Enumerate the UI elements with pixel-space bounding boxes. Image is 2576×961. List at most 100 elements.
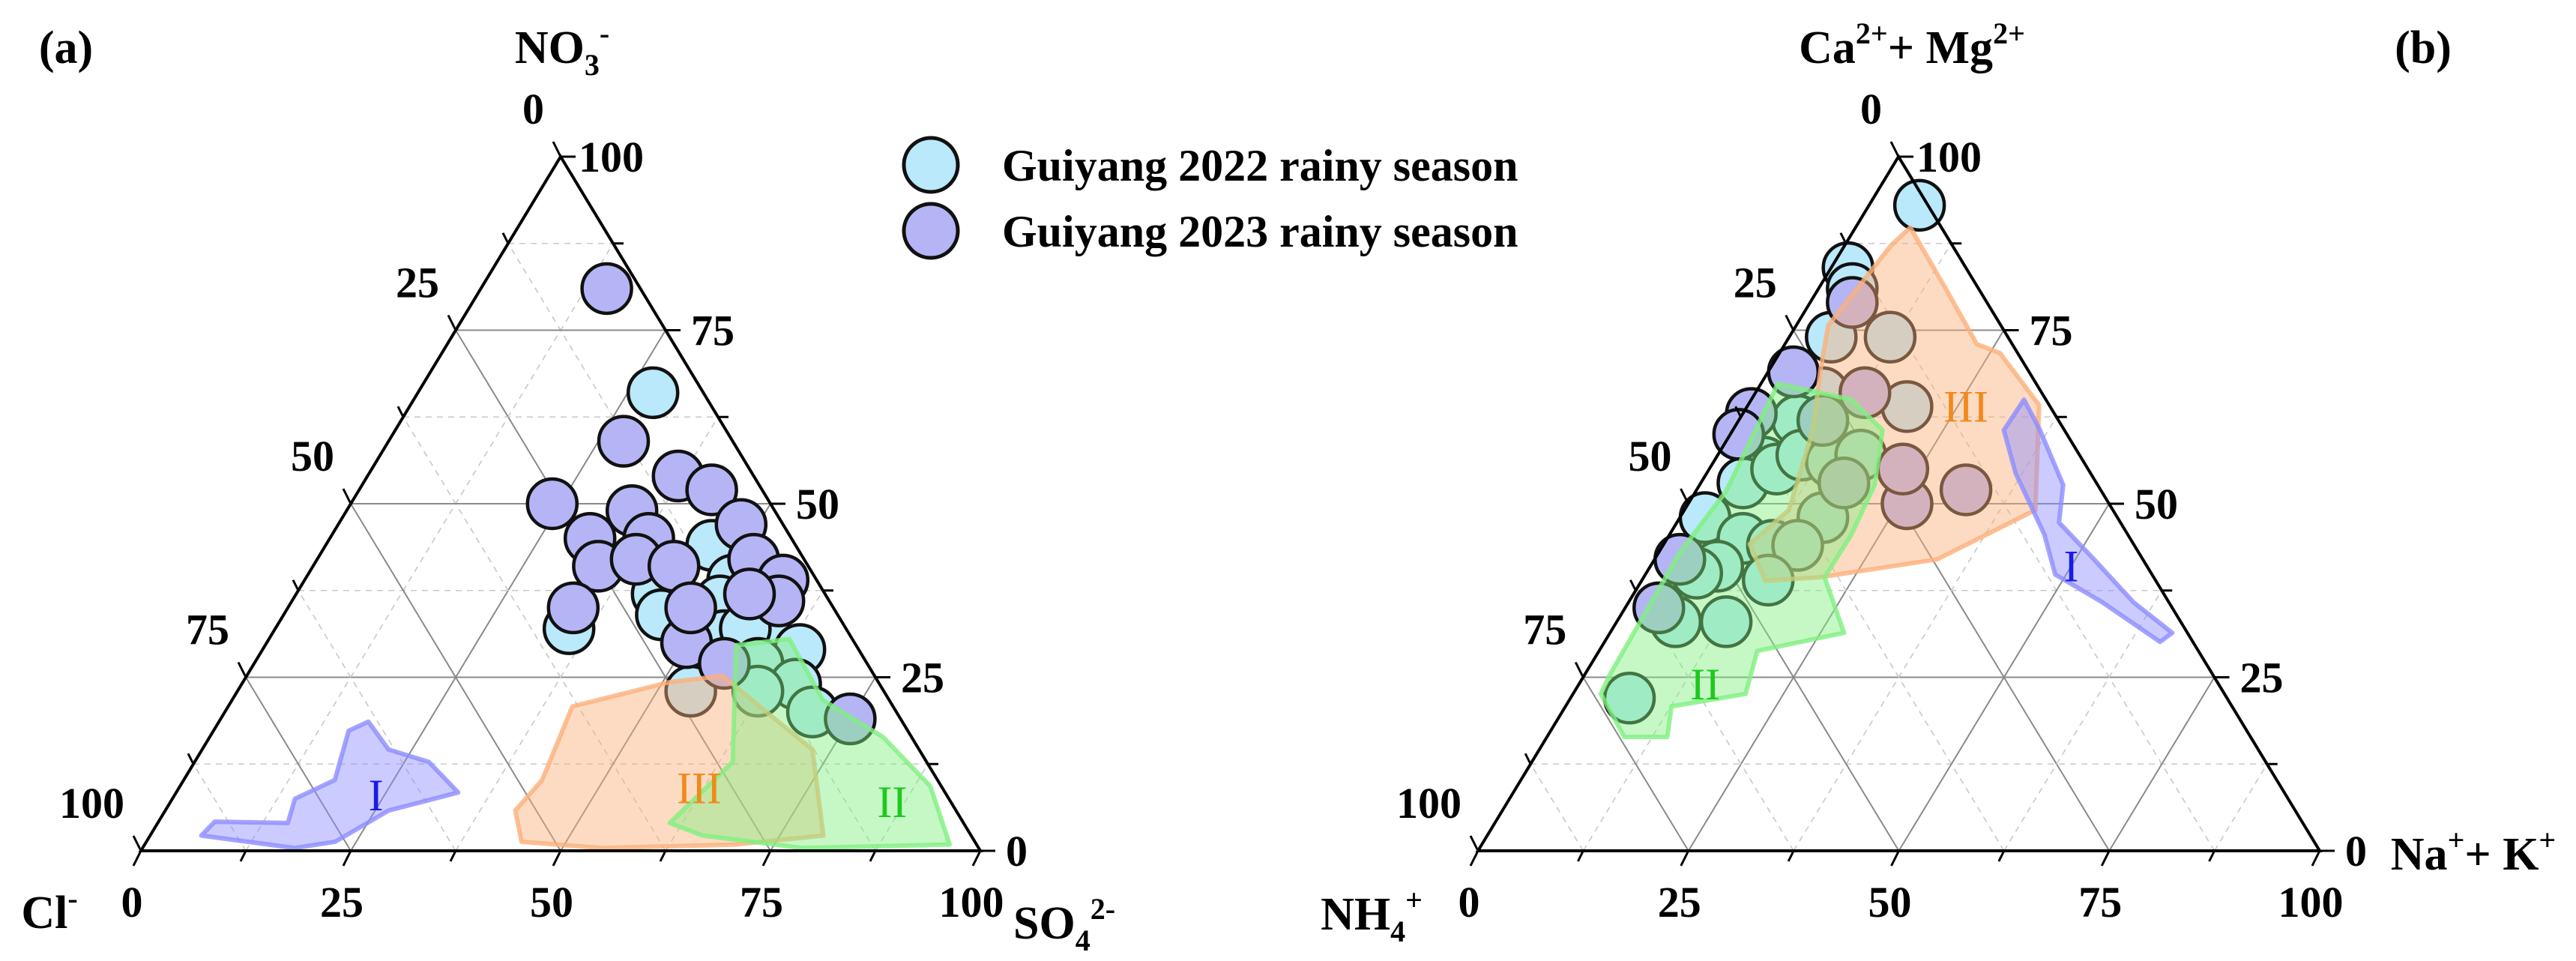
tick-label-top-axis: 75 <box>2030 307 2073 355</box>
data-point <box>597 415 651 468</box>
tick <box>501 232 510 244</box>
tick <box>1997 850 2006 862</box>
tick-label-left-axis: 75 <box>186 606 229 654</box>
tick <box>449 850 457 862</box>
region-label: II <box>1690 660 1720 709</box>
legend-label-2022: Guiyang 2022 rainy season <box>1002 141 1518 190</box>
axis-title-top-part: NO <box>515 22 585 73</box>
tick <box>292 579 300 591</box>
tick <box>552 141 562 157</box>
axis-title-right-part: 2- <box>1091 892 1115 926</box>
tick <box>1469 850 1479 867</box>
tick-label-top-axis: 50 <box>2135 480 2178 528</box>
grid-line-minor <box>1582 243 1952 852</box>
grid-line-minor <box>402 416 666 852</box>
tick-label-top-axis: 0 <box>2345 827 2367 876</box>
tick <box>1785 314 1795 331</box>
region-II <box>1598 381 1885 740</box>
grid-line-minor <box>1740 416 2005 852</box>
data-point <box>1826 276 1879 329</box>
tick-marks <box>1469 141 2335 867</box>
axis-title-top-part: 2+ <box>1993 16 2025 50</box>
tick <box>761 850 772 867</box>
region-label: III <box>677 764 722 813</box>
tick <box>1629 579 1637 591</box>
data-point <box>1892 178 1946 232</box>
tick <box>1680 488 1689 504</box>
axis-title-right-part: Na <box>2391 829 2448 880</box>
tick-label-left-axis: 0 <box>1860 85 1882 133</box>
data-point <box>723 567 776 621</box>
axis-title-top: NO3- <box>515 16 609 82</box>
grid-line <box>245 676 352 852</box>
grid-line-minor <box>245 243 614 852</box>
region-I <box>2001 397 2175 645</box>
tick <box>1574 661 1584 678</box>
data-point <box>626 366 680 420</box>
grid-line-minor <box>2003 590 2162 852</box>
axis-title-right: SO42- <box>1013 892 1115 957</box>
data-point <box>1771 519 1824 572</box>
grid-line-minor <box>1530 763 1584 852</box>
region-label: I <box>369 771 384 820</box>
data-point <box>685 463 738 516</box>
tick-label-left-axis: 25 <box>1734 259 1777 307</box>
region-III <box>513 673 826 851</box>
tick <box>239 850 247 862</box>
tick-label-left-axis: 25 <box>396 259 439 307</box>
tick <box>132 835 142 852</box>
tick-label-bottom-axis: 0 <box>121 878 143 927</box>
grid-line-minor <box>298 590 456 852</box>
data-point <box>1939 463 1993 516</box>
tick-label-left-axis: 100 <box>1396 779 1462 828</box>
grid-line-minor <box>2213 763 2268 852</box>
grid-line-minor <box>1845 243 2215 852</box>
axis-title-left: NH4+ <box>1321 883 1423 948</box>
legend: Guiyang 2022 rainy season Guiyang 2023 r… <box>902 136 1518 260</box>
axis-title-left-part: Cl <box>21 888 67 939</box>
tick <box>132 850 142 867</box>
tick-label-left-axis: 0 <box>522 85 544 133</box>
tick-label-bottom-axis: 100 <box>939 878 1004 927</box>
axis-title-right-part: + <box>2539 823 2556 857</box>
axis-title-top-part: 2+ <box>1856 16 1888 50</box>
grid-line-minor <box>1793 416 2057 852</box>
axis-title-top-part: - <box>600 16 609 50</box>
axis-title-top: Ca2++ Mg2+ <box>1799 16 2025 73</box>
tick <box>1889 141 1900 157</box>
tick <box>2100 850 2111 867</box>
series-2023 <box>525 262 877 746</box>
axis-title-top-part: + Mg <box>1888 22 1993 73</box>
tick <box>447 314 457 331</box>
axis-title-right-part: + <box>2448 823 2465 857</box>
tick-label-left-axis: 50 <box>291 432 334 480</box>
data-point <box>1839 366 1892 420</box>
grid-line <box>1582 676 1689 852</box>
legend-marker-2022 <box>902 136 960 194</box>
series-2023 <box>1632 276 1993 635</box>
tick <box>1787 850 1795 862</box>
data-point <box>1817 456 1871 510</box>
axis-title-left: Cl- <box>21 882 77 939</box>
axis-title-top-part: Ca <box>1799 22 1856 73</box>
tick <box>869 850 877 862</box>
tick-label-bottom-axis: 25 <box>320 878 364 927</box>
legend-marker-2023 <box>902 202 960 260</box>
grid-line-minor <box>665 590 824 852</box>
tick-label-bottom-axis: 25 <box>1658 878 1701 927</box>
region-II <box>667 636 953 851</box>
axis-title-left-part: - <box>67 882 77 915</box>
data-point <box>546 581 600 635</box>
tick <box>1577 850 1584 862</box>
axis-title-right: Na++ K+ <box>2391 823 2556 880</box>
tick-label-top-axis: 25 <box>2240 654 2284 702</box>
tick <box>1469 835 1479 852</box>
axis-title-top-part: 3 <box>585 48 600 82</box>
axis-title-right-part: + K <box>2464 829 2539 880</box>
tick-label-top-axis: 100 <box>579 133 644 181</box>
data-point <box>1632 581 1686 635</box>
